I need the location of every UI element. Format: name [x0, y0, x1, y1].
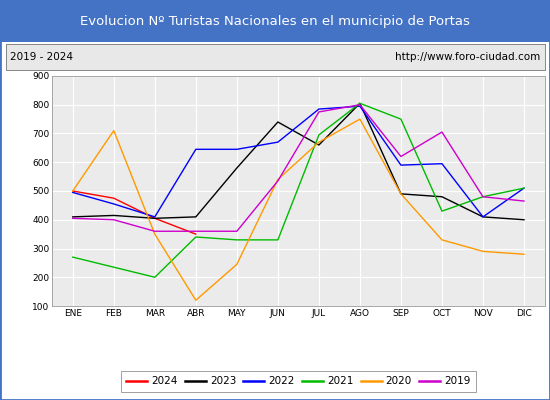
Text: http://www.foro-ciudad.com: http://www.foro-ciudad.com — [395, 52, 540, 62]
Text: Evolucion Nº Turistas Nacionales en el municipio de Portas: Evolucion Nº Turistas Nacionales en el m… — [80, 14, 470, 28]
Legend: 2024, 2023, 2022, 2021, 2020, 2019: 2024, 2023, 2022, 2021, 2020, 2019 — [121, 371, 476, 392]
Text: 2019 - 2024: 2019 - 2024 — [10, 52, 73, 62]
